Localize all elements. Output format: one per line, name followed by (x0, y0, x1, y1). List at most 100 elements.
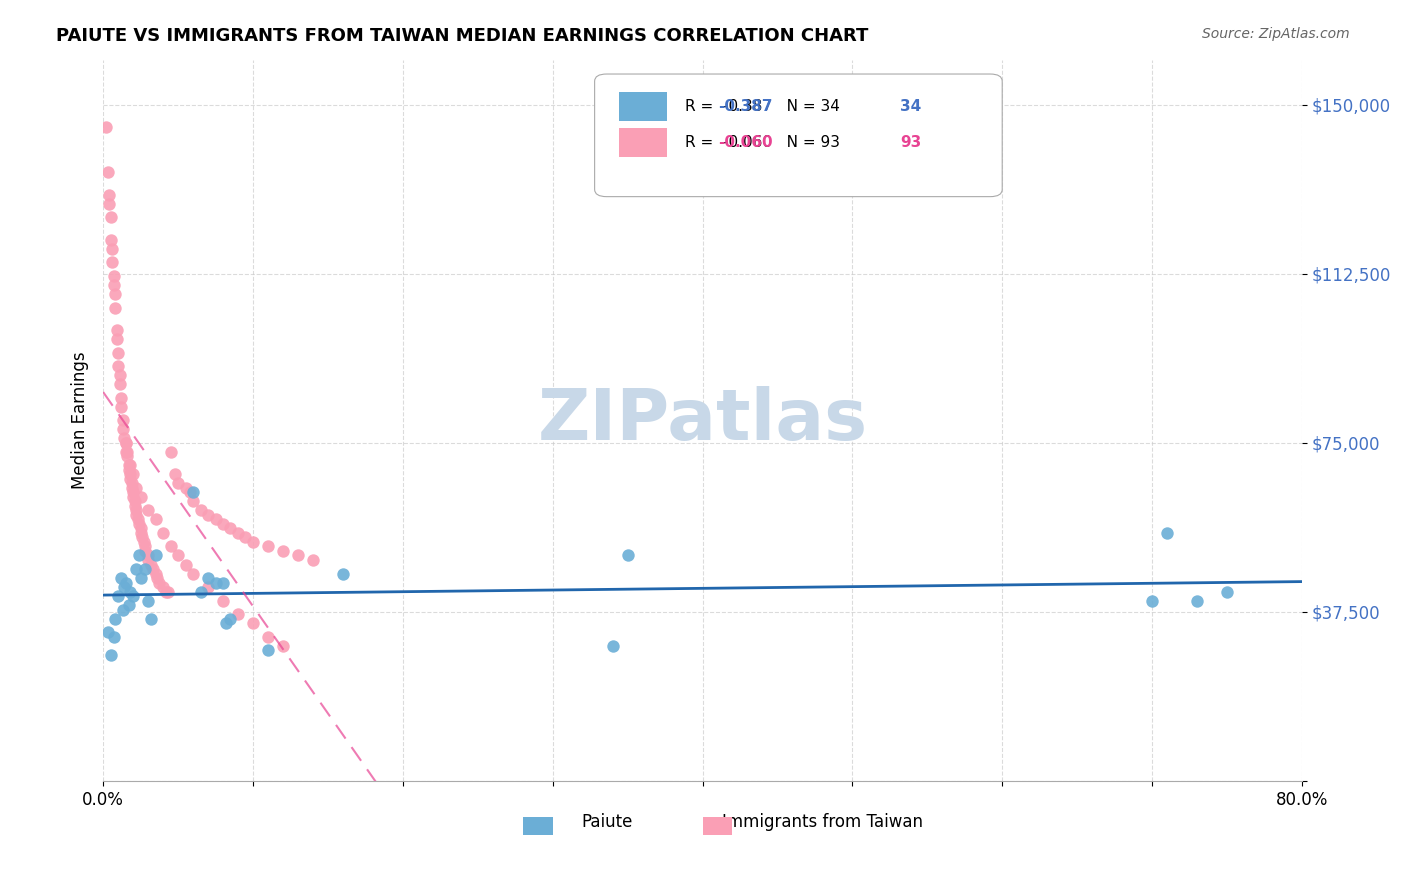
Point (98, 197, 121, 211)
Point (181, 485, 204, 500)
Point (226, 607, 249, 621)
Point (111, 602, 134, 616)
Point (112, 431, 135, 445)
Point (181, 566, 204, 581)
Point (132, 535, 155, 549)
Point (128, 549, 150, 563)
Point (134, 562, 156, 576)
Point (616, 549, 638, 563)
Point (125, 562, 148, 576)
Point (104, 301, 127, 315)
Point (139, 558, 162, 572)
Point (152, 580, 174, 594)
Point (134, 544, 156, 558)
Point (124, 494, 146, 508)
Point (1216, 584, 1239, 599)
Point (110, 391, 132, 405)
Point (124, 499, 146, 513)
Point (104, 611, 127, 625)
Point (174, 558, 197, 572)
Point (111, 422, 134, 436)
Point (136, 553, 159, 567)
Point (235, 531, 257, 545)
Text: -0.060: -0.060 (718, 135, 773, 150)
Point (302, 553, 325, 567)
Point (122, 485, 145, 500)
Point (136, 593, 159, 607)
Point (159, 540, 181, 554)
Point (287, 549, 309, 563)
Point (146, 571, 169, 585)
Point (129, 521, 152, 535)
Point (219, 521, 242, 535)
Point (136, 549, 159, 563)
Point (145, 549, 167, 563)
Bar (523, 817, 553, 835)
Bar (619, 128, 666, 157)
Point (134, 540, 156, 554)
Point (129, 525, 152, 540)
Point (219, 611, 242, 625)
Point (121, 476, 143, 491)
Point (125, 508, 148, 522)
Text: Source: ZipAtlas.com: Source: ZipAtlas.com (1202, 27, 1350, 41)
Point (215, 616, 238, 631)
Point (204, 512, 226, 526)
Point (117, 463, 139, 477)
Point (190, 584, 212, 599)
Point (179, 485, 201, 500)
Point (204, 575, 226, 590)
Point (174, 481, 197, 495)
Point (107, 589, 129, 603)
Point (117, 598, 139, 612)
Point (111, 413, 134, 427)
Text: ZIPatlas: ZIPatlas (537, 385, 868, 455)
Point (156, 584, 179, 599)
Text: R =  -0.060   N = 93: R = -0.060 N = 93 (685, 135, 839, 150)
Point (242, 535, 264, 549)
Point (197, 571, 219, 585)
Point (105, 332, 128, 346)
Point (129, 490, 152, 504)
Bar (703, 817, 733, 835)
Point (108, 377, 131, 392)
Point (257, 630, 280, 644)
Point (271, 639, 294, 653)
Point (115, 450, 138, 464)
Point (332, 566, 354, 581)
Point (122, 589, 145, 603)
Point (145, 512, 167, 526)
Point (100, 211, 122, 225)
Bar (619, 92, 666, 121)
Point (1156, 525, 1178, 540)
Text: Paiute: Paiute (581, 814, 633, 831)
Point (112, 580, 135, 594)
Point (242, 616, 264, 631)
Point (114, 445, 136, 459)
Point (226, 525, 249, 540)
Point (114, 435, 136, 450)
Point (145, 566, 167, 581)
Point (197, 508, 219, 522)
Point (94, 120, 117, 135)
Point (257, 643, 280, 657)
FancyBboxPatch shape (595, 74, 1002, 196)
Point (114, 435, 136, 450)
Point (148, 575, 170, 590)
Point (100, 648, 122, 662)
Text: 93: 93 (900, 135, 921, 150)
Point (121, 481, 143, 495)
Point (159, 445, 181, 459)
Point (167, 549, 190, 563)
Point (104, 287, 127, 301)
Point (129, 571, 152, 585)
Point (120, 472, 142, 486)
Point (181, 494, 204, 508)
Point (114, 575, 136, 590)
Point (103, 278, 125, 293)
Point (212, 593, 235, 607)
Text: R =  -0.387   N = 34: R = -0.387 N = 34 (685, 99, 839, 114)
Point (165, 467, 187, 482)
Point (108, 368, 131, 383)
Point (117, 458, 139, 473)
